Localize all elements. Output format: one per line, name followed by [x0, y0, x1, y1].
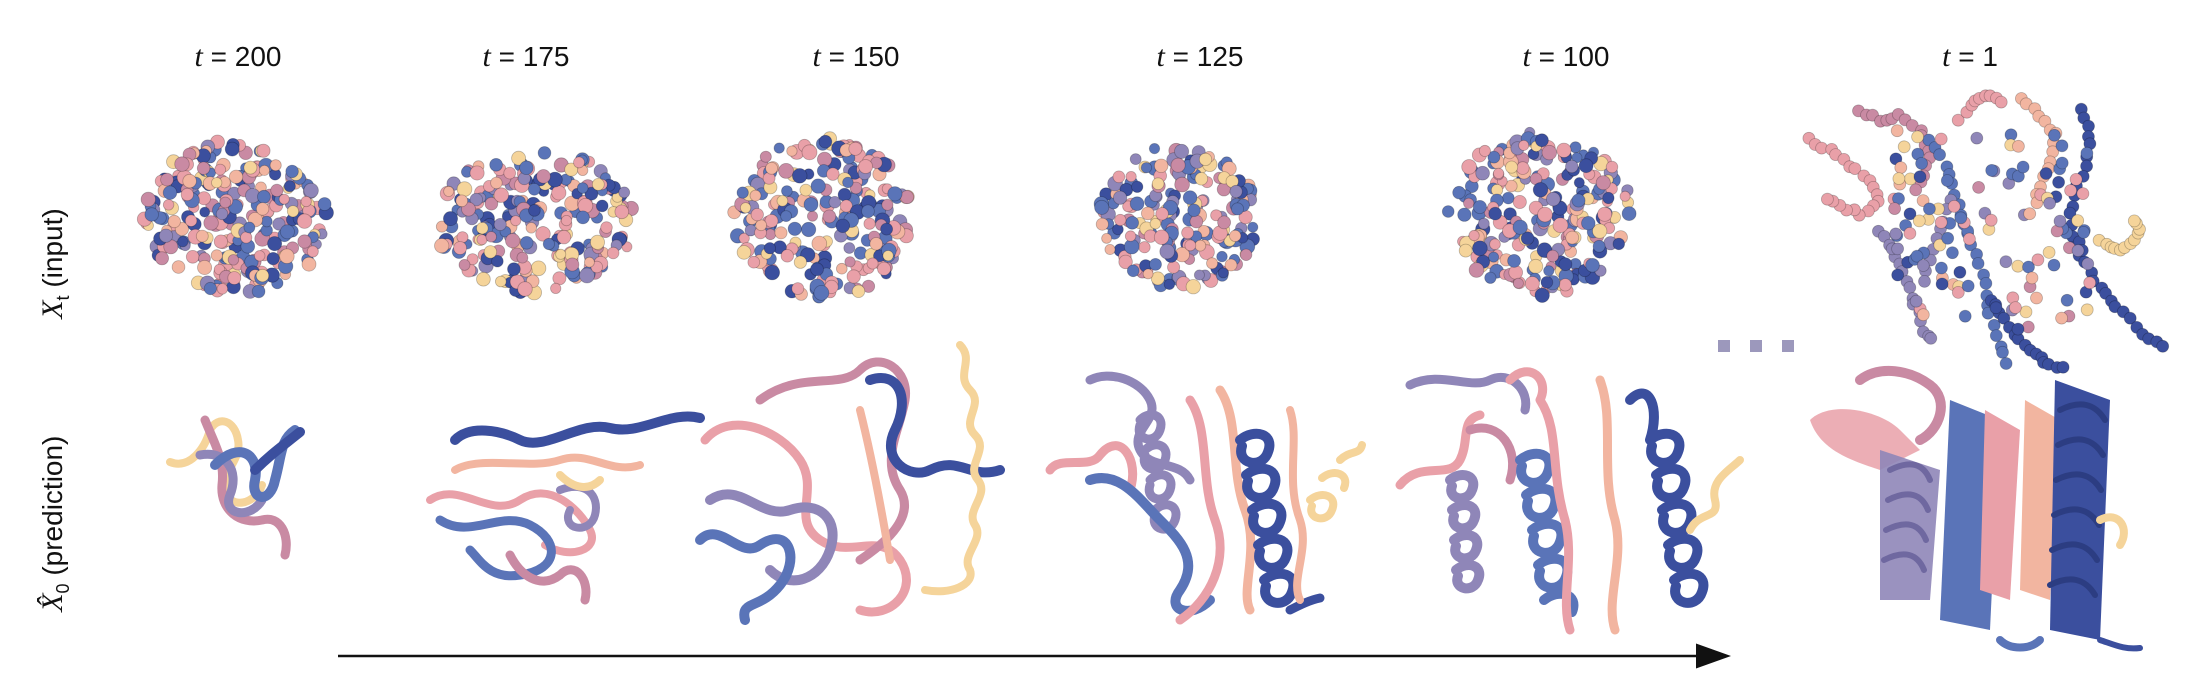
- prediction-t200: [166, 415, 305, 560]
- atom-cloud-0: [136, 134, 334, 299]
- col-label-t175: t = 175: [482, 40, 570, 73]
- atom-cloud-2: [727, 131, 915, 304]
- col-label-t1: t = 1: [1942, 40, 1998, 73]
- ellipsis-dots: [1718, 340, 1794, 352]
- prediction-t1: [1810, 365, 2143, 652]
- prediction-t100: [1395, 367, 1744, 635]
- atom-cloud-4: [1441, 126, 1637, 303]
- atom-cloud-1: [434, 146, 639, 301]
- prediction-t150: [695, 341, 1005, 625]
- atom-cloud-3: [1093, 142, 1260, 295]
- col-label-t125: t = 125: [1156, 40, 1244, 73]
- prediction-t175: [426, 411, 705, 605]
- col-label-t200: t = 200: [194, 40, 282, 73]
- atom-chains-t1: [1802, 89, 2170, 374]
- col-label-t100: t = 100: [1522, 40, 1610, 73]
- prediction-t125: [1045, 371, 1366, 625]
- col-label-t150: t = 150: [812, 40, 900, 73]
- input-atom-clouds: [136, 89, 2170, 374]
